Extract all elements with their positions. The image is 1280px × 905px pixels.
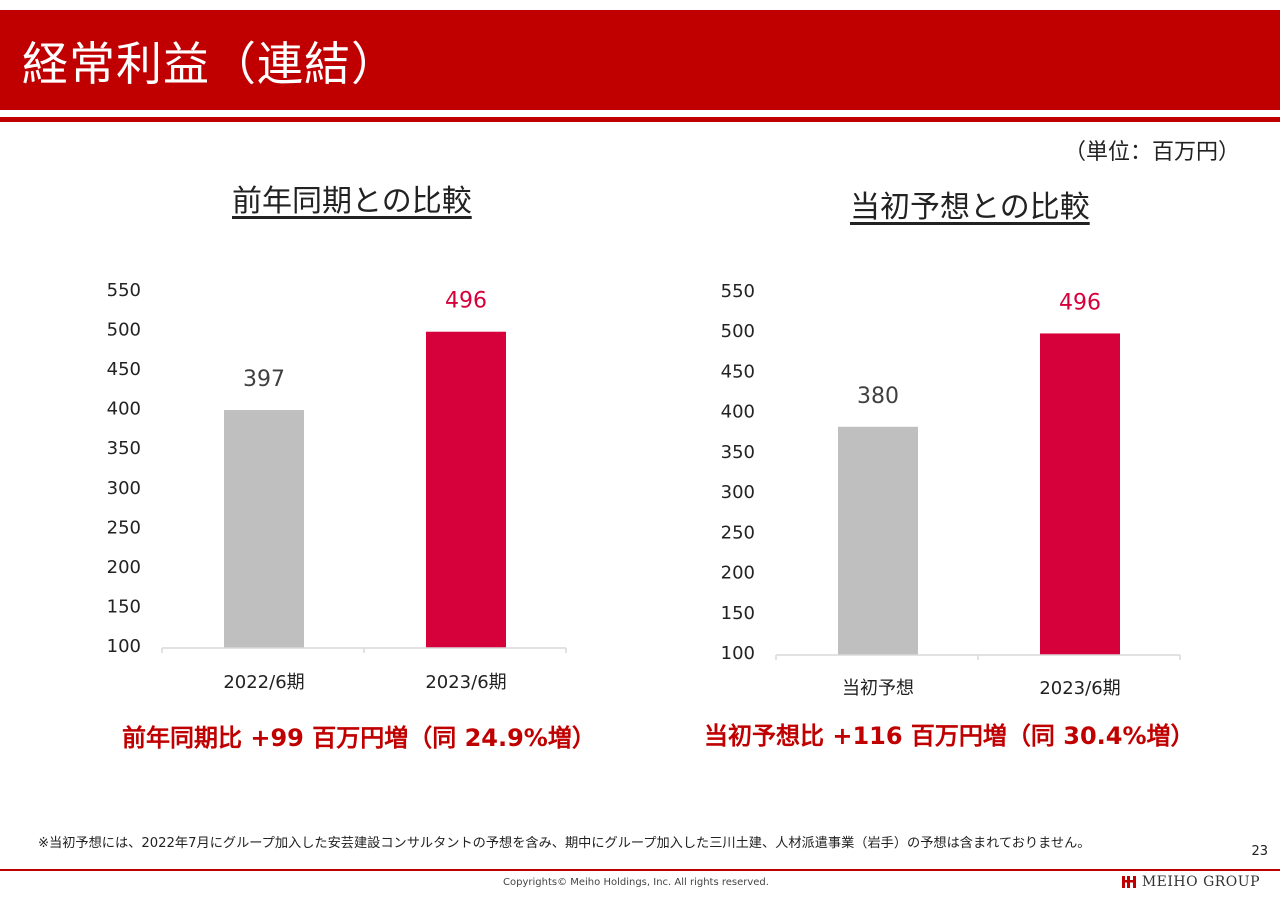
- logo-text: MEIHO GROUP: [1141, 874, 1260, 890]
- left-ytick-label: 350: [107, 438, 141, 459]
- right-ytick-label: 250: [721, 522, 755, 543]
- left-ytick-label: 450: [107, 359, 141, 380]
- right-ytick-label: 450: [721, 361, 755, 382]
- left-ytick-label: 100: [107, 636, 141, 657]
- charts-canvas: 100 150 200 250 300 350 400 450 500 550 397 496 2022…: [107, 280, 1181, 699]
- right-data-label-1: 380: [857, 384, 899, 409]
- left-ytick-label: 400: [107, 399, 141, 420]
- right-category-label-2: 2023/6期: [1039, 678, 1120, 699]
- right-ytick-label: 400: [721, 402, 755, 423]
- right-ytick-label: 500: [721, 321, 755, 342]
- left-category-label-2: 2023/6期: [425, 672, 506, 693]
- left-ytick-label: 200: [107, 557, 141, 578]
- unit-label: （単位：百万円）: [1063, 140, 1240, 165]
- meiho-logo-icon: [1121, 876, 1136, 888]
- right-ytick-label: 200: [721, 563, 755, 584]
- page-title: 経常利益（連結）: [22, 37, 398, 91]
- summary-left: 前年同期比 +99 百万円増（同 24.9%増）: [122, 724, 596, 752]
- right-ytick-label: 300: [721, 482, 755, 503]
- title-underline: [0, 117, 1280, 122]
- left-data-label-2: 496: [445, 289, 487, 314]
- left-bar-2: [426, 331, 506, 648]
- left-bar-1: [224, 410, 304, 648]
- left-ytick-label: 150: [107, 596, 141, 617]
- page-number: 23: [1251, 844, 1268, 859]
- left-ytick-label: 500: [107, 320, 141, 341]
- footer-divider: [0, 869, 1280, 871]
- company-logo: MEIHO GROUP: [1121, 874, 1260, 890]
- left-data-label-1: 397: [243, 367, 285, 392]
- right-ytick-label: 550: [721, 281, 755, 302]
- copyright-text: Copyrights© Meiho Holdings, Inc. All rig…: [503, 877, 769, 888]
- left-ytick-label: 300: [107, 478, 141, 499]
- summary-right: 当初予想比 +116 百万円増（同 30.4%増）: [704, 722, 1195, 750]
- right-ytick-label: 350: [721, 442, 755, 463]
- chart-title-left: 前年同期との比較: [232, 184, 472, 219]
- right-bar-2: [1040, 333, 1120, 655]
- right-category-label-1: 当初予想: [842, 678, 914, 699]
- left-ytick-label: 250: [107, 517, 141, 538]
- left-ytick-label: 550: [107, 280, 141, 301]
- footnote: ※当初予想には、2022年7月にグループ加入した安芸建設コンサルタントの予想を含…: [38, 836, 1091, 851]
- title-bar: 経常利益（連結）: [0, 10, 1280, 110]
- chart-title-right: 当初予想との比較: [850, 190, 1090, 225]
- right-bar-1: [838, 426, 918, 655]
- right-ytick-label: 100: [721, 643, 755, 664]
- right-data-label-2: 496: [1059, 290, 1101, 315]
- left-category-label-1: 2022/6期: [223, 672, 304, 693]
- right-ytick-label: 150: [721, 603, 755, 624]
